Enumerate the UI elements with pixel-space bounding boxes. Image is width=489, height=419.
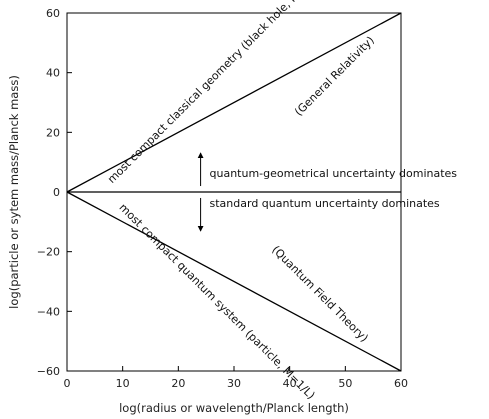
x-tick-label: 30 <box>227 377 241 390</box>
x-axis: 0 10 20 30 40 50 60 <box>64 366 408 390</box>
x-tick-label: 60 <box>394 377 408 390</box>
y-axis-label: log(particle or sytem mass/Planck mass) <box>7 75 21 309</box>
annotation-lower-region: standard quantum uncertainty dominates <box>210 197 440 210</box>
annotation-gr-label-2: (General Relativity) <box>292 34 377 119</box>
y-tick-label: 60 <box>46 7 60 20</box>
x-tick-label: 40 <box>283 377 297 390</box>
series-line-gr <box>66 12 402 193</box>
y-tick-label: 20 <box>46 126 60 139</box>
series-line-qft <box>66 191 402 372</box>
series-layer <box>66 12 402 372</box>
y-tick-label: −40 <box>37 305 60 318</box>
x-tick-label: 50 <box>338 377 352 390</box>
x-tick-label: 20 <box>171 377 185 390</box>
x-axis-label: log(radius or wavelength/Planck length) <box>119 401 349 415</box>
annotation-qft-label-2: (Quantum Field Theory) <box>269 243 370 344</box>
annotation-upper-region: quantum-geometrical uncertainty dominate… <box>210 167 458 180</box>
y-tick-label: 0 <box>53 186 60 199</box>
y-tick-label: −20 <box>37 246 60 259</box>
y-axis: −60 −40 −20 0 20 40 60 <box>37 7 72 378</box>
annotation-gr-label-1: most compact classical geometry (black h… <box>105 0 325 186</box>
y-tick-label: 40 <box>46 67 60 80</box>
annotation-layer: most compact classical geometry (black h… <box>105 0 457 402</box>
x-tick-label: 10 <box>116 377 130 390</box>
x-tick-label: 0 <box>64 377 71 390</box>
y-tick-label: −60 <box>37 365 60 378</box>
annotation-qft-label-1: most compact quantum system (particle, M… <box>117 201 318 402</box>
